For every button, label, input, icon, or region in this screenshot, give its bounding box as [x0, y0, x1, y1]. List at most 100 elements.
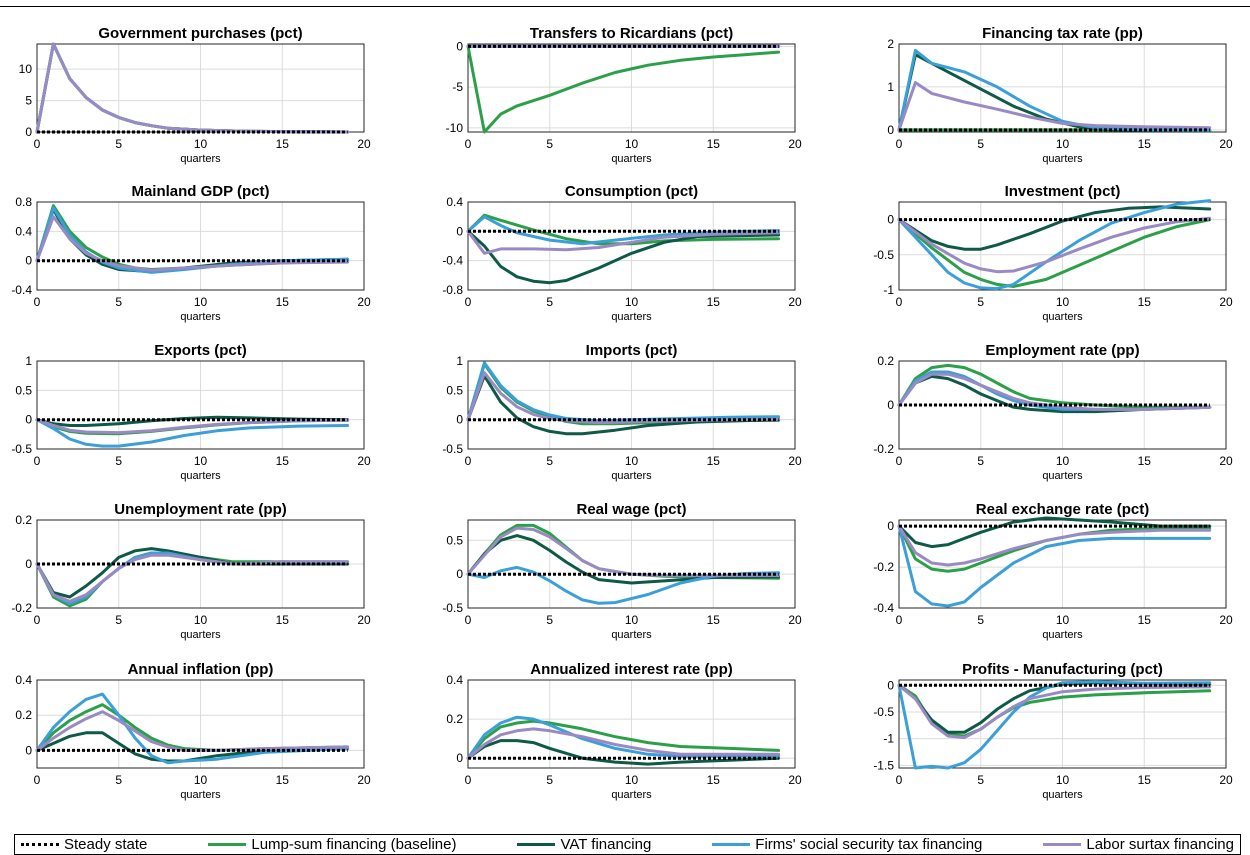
- x-tick-label: 15: [276, 295, 290, 309]
- x-axis-label: quarters: [611, 470, 652, 482]
- y-tick-label: 1: [456, 354, 463, 368]
- x-tick-label: 0: [896, 295, 903, 309]
- x-axis-label: quarters: [180, 311, 221, 323]
- x-tick-label: 0: [465, 295, 472, 309]
- series-line-firms: [466, 215, 781, 246]
- y-tick-label: 0.4: [15, 673, 32, 687]
- x-tick-label: 5: [977, 295, 984, 309]
- x-tick-label: 10: [194, 613, 208, 627]
- legend-swatch-labor-surtax: [1043, 843, 1082, 846]
- series-line-firms: [35, 418, 350, 448]
- x-tick-label: 10: [1056, 773, 1070, 787]
- x-tick-label: 20: [1219, 137, 1233, 151]
- series-line-labor: [35, 418, 350, 435]
- x-tick-label: 0: [34, 137, 41, 151]
- legend-label-labor-surtax: Labor surtax financing: [1086, 836, 1234, 853]
- y-tick-label: 0.5: [446, 383, 463, 397]
- x-tick-label: 0: [465, 454, 472, 468]
- x-tick-label: 0: [896, 613, 903, 627]
- y-tick-label: 0.2: [15, 708, 32, 722]
- series-line-lump: [897, 524, 1212, 573]
- x-tick-label: 15: [1138, 773, 1152, 787]
- x-axis-label: quarters: [611, 311, 652, 323]
- x-tick-label: 20: [357, 295, 371, 309]
- series-line-labor: [897, 81, 1212, 132]
- series-line-firms: [35, 42, 350, 134]
- series-line-labor: [35, 215, 350, 272]
- y-tick-label: 0: [456, 751, 463, 765]
- legend-swatch-vat: [517, 843, 556, 846]
- y-tick-label: 0: [887, 678, 894, 692]
- x-tick-label: 0: [896, 137, 903, 151]
- x-tick-label: 5: [546, 454, 553, 468]
- x-axis-label: quarters: [180, 153, 221, 165]
- chart-title: Annualized interest rate (pp): [530, 661, 733, 678]
- x-tick-label: 15: [707, 613, 721, 627]
- legend-item-lump-sum: Lump-sum financing (baseline): [208, 836, 456, 853]
- x-tick-label: 5: [977, 773, 984, 787]
- x-tick-label: 5: [546, 295, 553, 309]
- x-tick-label: 20: [788, 773, 802, 787]
- y-tick-label: -0.8: [442, 283, 463, 297]
- chart-title: Imports (pct): [586, 342, 678, 359]
- series-line-firms: [466, 715, 781, 760]
- series-line-firms: [466, 361, 781, 423]
- x-tick-label: 5: [115, 454, 122, 468]
- x-tick-label: 0: [34, 454, 41, 468]
- x-tick-label: 15: [707, 137, 721, 151]
- series-line-labor: [466, 727, 781, 760]
- series-line-vat: [897, 681, 1212, 734]
- y-tick-label: 0.2: [15, 513, 32, 527]
- x-axis-label: quarters: [1042, 470, 1083, 482]
- series-line-vat: [897, 374, 1212, 414]
- x-axis-label: quarters: [611, 789, 652, 801]
- plot-frame: [36, 201, 365, 291]
- legend-label-steady-state: Steady state: [64, 836, 148, 853]
- plot-frame: [467, 201, 796, 291]
- x-tick-label: 5: [546, 137, 553, 151]
- x-tick-label: 15: [1138, 137, 1152, 151]
- chart-title: Mainland GDP (pct): [131, 183, 269, 200]
- chart-title: Profits - Manufacturing (pct): [962, 661, 1163, 678]
- x-tick-label: 10: [1056, 454, 1070, 468]
- series-line-lump: [466, 44, 781, 134]
- y-tick-label: 0: [25, 557, 32, 571]
- chart-title: Exports (pct): [154, 342, 247, 359]
- x-axis-label: quarters: [180, 789, 221, 801]
- x-tick-label: 20: [1219, 454, 1233, 468]
- x-tick-label: 20: [357, 137, 371, 151]
- chart-title: Transfers to Ricardians (pct): [530, 25, 733, 42]
- y-tick-label: -1: [883, 283, 894, 297]
- y-tick-label: -0.2: [11, 601, 32, 615]
- series-line-vat: [466, 534, 781, 585]
- x-axis-label: quarters: [1042, 311, 1083, 323]
- y-tick-label: 0.2: [446, 712, 463, 726]
- x-axis-label: quarters: [611, 629, 652, 641]
- series-line-firms: [897, 48, 1212, 132]
- plot-frame: [467, 43, 796, 133]
- chart-panel-12: 0 5 10 15 20 -0.4 -0.2 0 quarters Real exchange r…: [873, 501, 1233, 641]
- series-line-vat: [35, 42, 350, 134]
- x-tick-label: 15: [276, 137, 290, 151]
- x-tick-label: 20: [1219, 295, 1233, 309]
- x-tick-label: 10: [625, 773, 639, 787]
- y-tick-label: 0: [887, 398, 894, 412]
- y-tick-label: 0.4: [446, 195, 463, 209]
- x-tick-label: 20: [1219, 613, 1233, 627]
- series-line-firms: [897, 680, 1212, 770]
- series-line-vat: [466, 374, 781, 436]
- chart-title: Real exchange rate (pct): [976, 501, 1149, 518]
- x-tick-label: 5: [115, 773, 122, 787]
- y-tick-label: 0.8: [15, 195, 32, 209]
- x-tick-label: 15: [276, 773, 290, 787]
- x-tick-label: 15: [1138, 295, 1152, 309]
- x-tick-label: 10: [1056, 295, 1070, 309]
- y-tick-label: -1.5: [873, 758, 894, 772]
- chart-title: Real wage (pct): [576, 501, 686, 518]
- series-line-vat: [897, 516, 1212, 549]
- x-tick-label: 20: [357, 454, 371, 468]
- x-tick-label: 5: [977, 454, 984, 468]
- chart-panel-6: 0 5 10 15 20 -1 -0.5 0 quarters Investment (pct): [873, 183, 1233, 323]
